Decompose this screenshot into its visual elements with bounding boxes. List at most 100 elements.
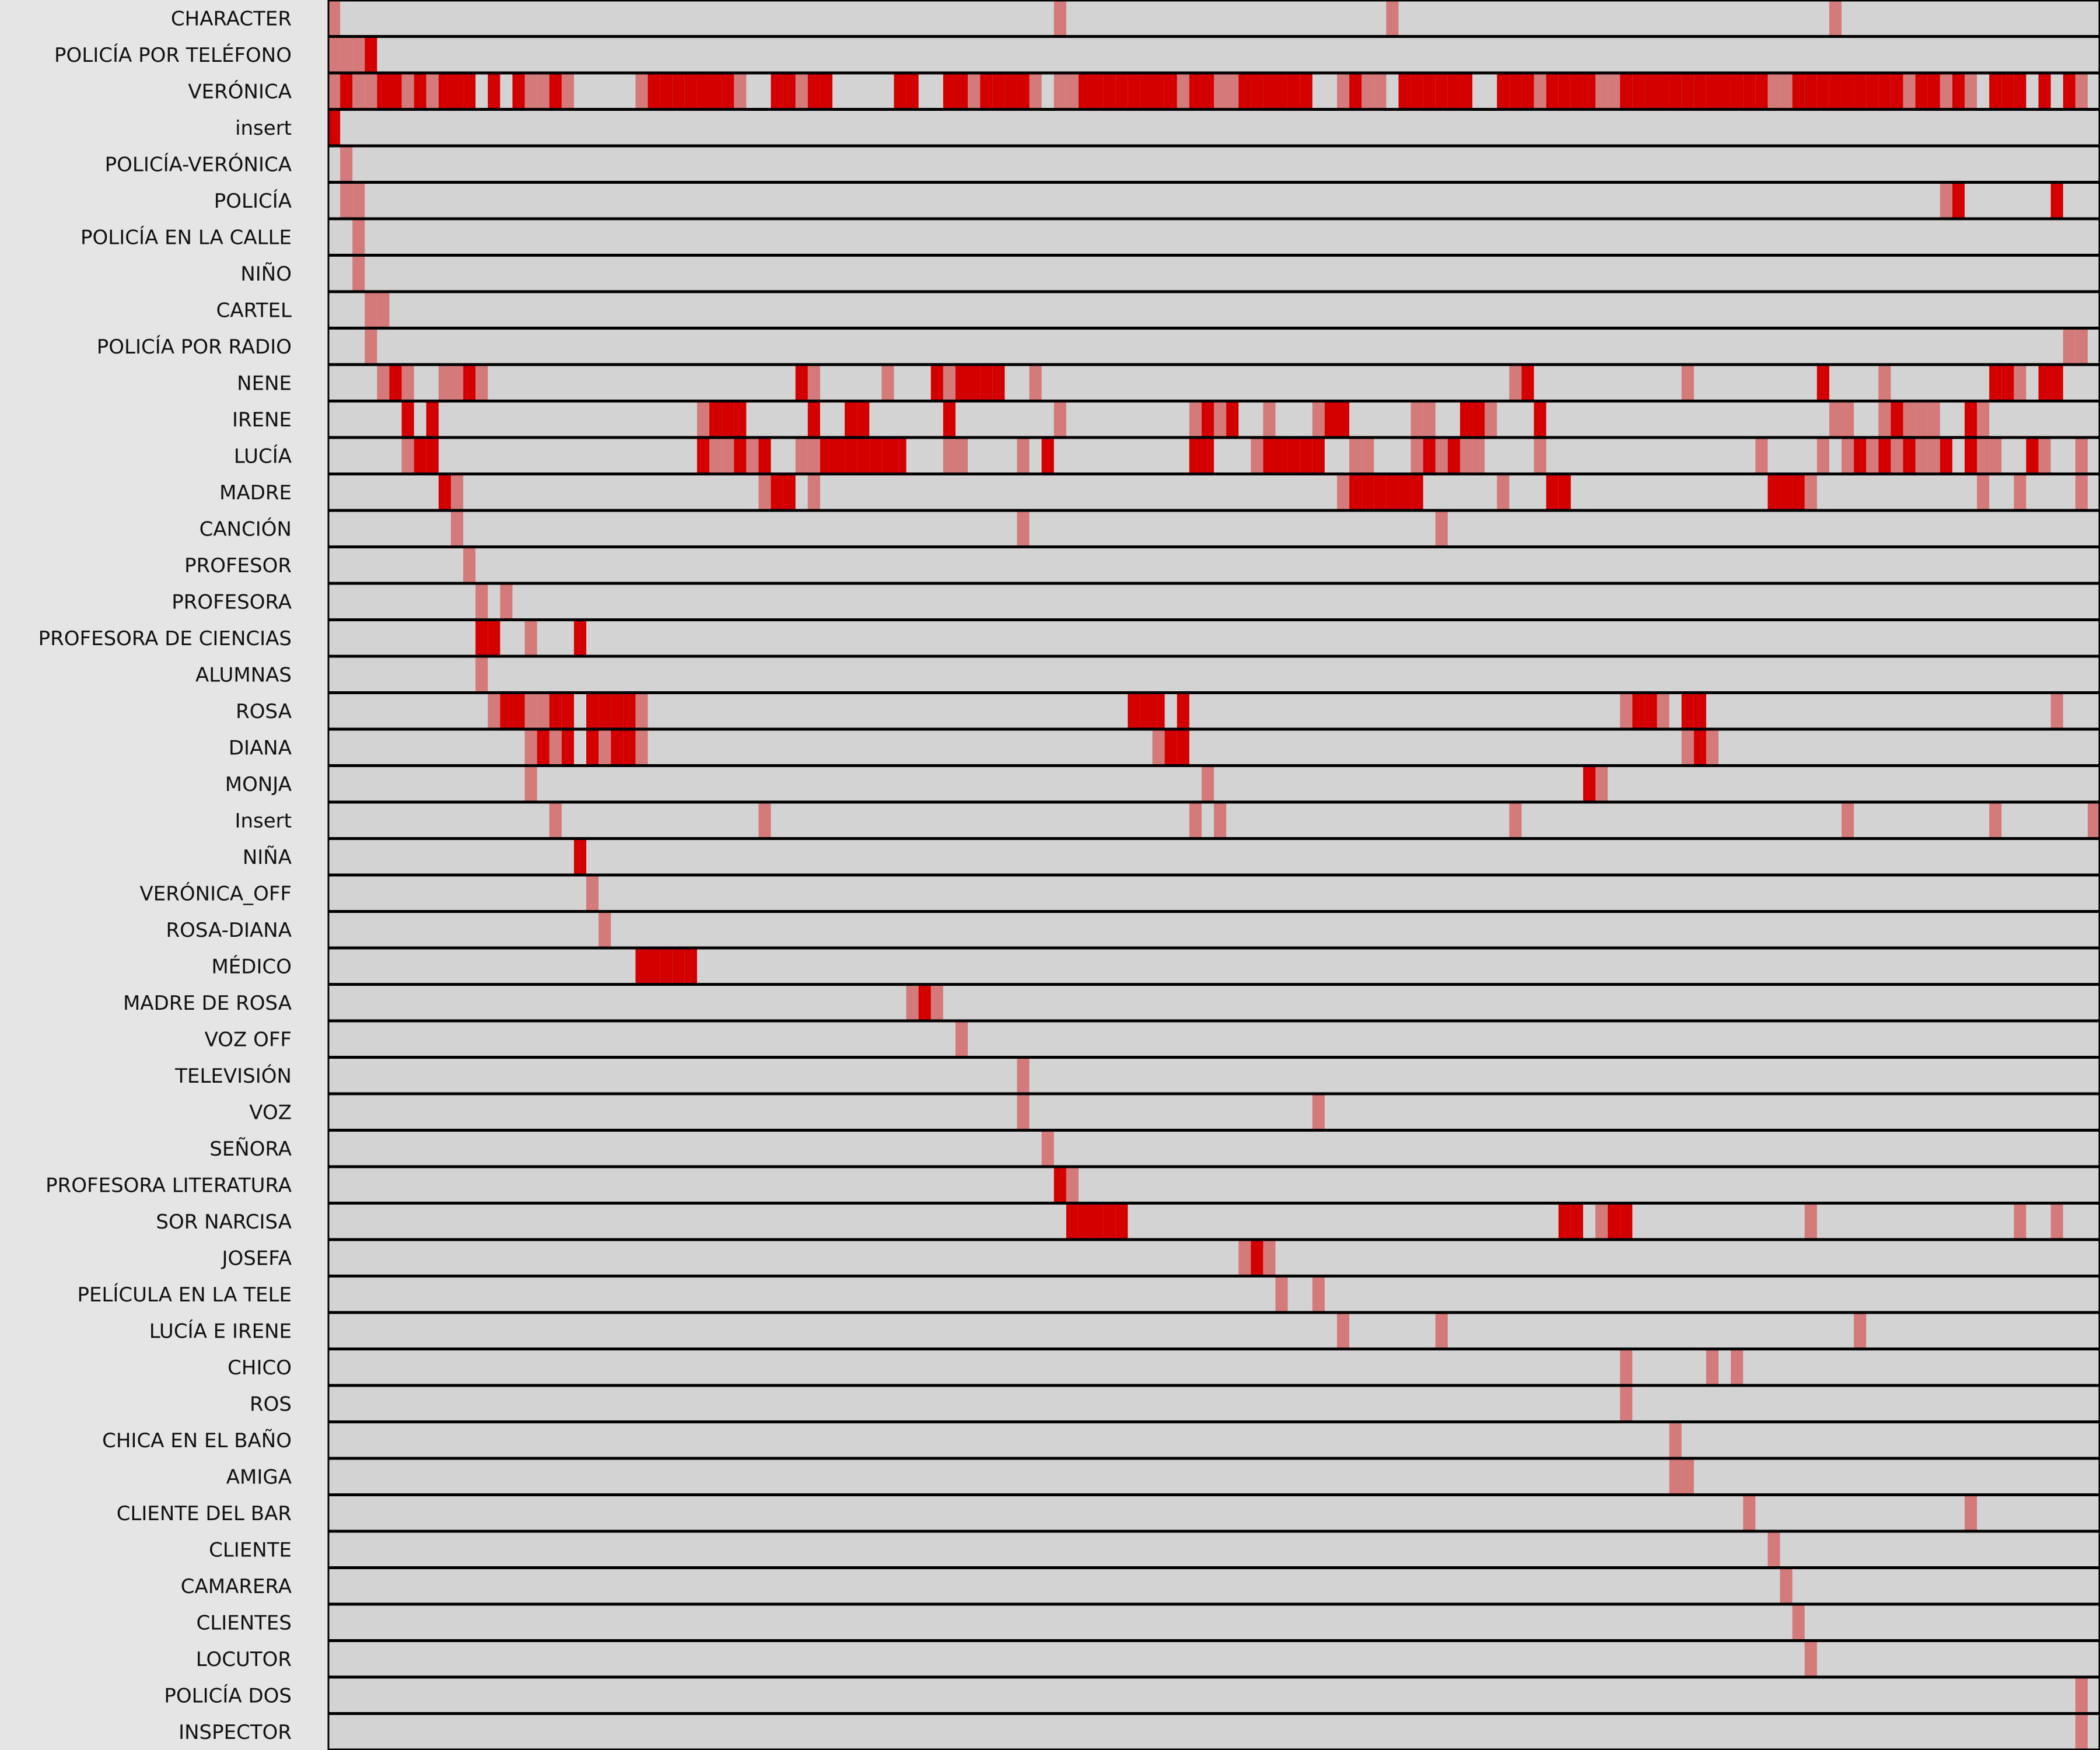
character-row: NIÑA — [243, 838, 2100, 876]
row-track — [328, 1422, 2100, 1458]
presence-cell — [1435, 511, 1448, 547]
presence-cell — [328, 1, 341, 36]
speaking-cell — [365, 37, 377, 72]
speaking-cell — [414, 74, 426, 109]
character-row: VERÓNICA_OFF — [140, 874, 2100, 912]
presence-cell — [1964, 1495, 1978, 1531]
speaking-cell — [1632, 693, 1645, 729]
speaking-cell — [1546, 474, 1559, 510]
row-label: MÉDICO — [211, 954, 292, 978]
presence-cell — [1669, 1422, 1682, 1458]
speaking-cell — [1115, 74, 1128, 109]
presence-cell — [1915, 438, 1928, 474]
speaking-cell — [1927, 74, 1940, 109]
presence-cell — [1780, 1568, 1793, 1604]
row-label: VERÓNICA_OFF — [140, 881, 292, 905]
speaking-cell — [648, 74, 660, 109]
speaking-cell — [549, 74, 562, 109]
presence-cell — [1829, 1, 1842, 36]
presence-cell — [1620, 1386, 1633, 1422]
presence-cell — [2075, 438, 2088, 474]
speaking-cell — [1681, 693, 1694, 729]
presence-cell — [1669, 1459, 1682, 1494]
row-label: POLICÍA POR RADIO — [97, 335, 292, 359]
presence-cell — [807, 438, 820, 474]
presence-cell — [549, 730, 562, 765]
speaking-cell — [1447, 438, 1460, 474]
presence-cell — [1768, 74, 1780, 109]
speaking-cell — [1152, 74, 1165, 109]
speaking-cell — [906, 74, 919, 109]
speaking-cell — [1078, 74, 1091, 109]
row-border — [327, 109, 2100, 146]
row-label: LOCUTOR — [196, 1648, 292, 1671]
presence-cell — [943, 365, 956, 401]
character-row: CARTEL — [216, 291, 2100, 328]
row-track — [328, 255, 2100, 292]
speaking-cell — [463, 74, 476, 109]
speaking-cell — [340, 74, 353, 109]
presence-cell — [1768, 1532, 1780, 1567]
speaking-cell — [401, 401, 414, 437]
row-track — [328, 1094, 2100, 1130]
presence-cell — [450, 474, 464, 510]
row-border — [327, 72, 2100, 110]
speaking-cell — [648, 949, 660, 984]
speaking-cell — [1201, 401, 1214, 437]
speaking-cell — [1362, 474, 1374, 510]
speaking-cell — [598, 693, 611, 729]
speaking-cell — [1989, 365, 2002, 401]
speaking-cell — [475, 620, 488, 656]
speaking-cell — [1374, 474, 1387, 510]
row-label: NIÑO — [240, 262, 292, 286]
character-row: SEÑORA — [209, 1130, 2100, 1167]
row-border — [327, 1203, 2100, 1240]
speaking-cell — [1546, 74, 1559, 109]
character-row: LUCÍA — [234, 437, 2100, 474]
presence-cell — [758, 803, 771, 838]
speaking-cell — [426, 401, 439, 437]
presence-cell — [377, 292, 390, 328]
character-row: LUCÍA E IRENE — [149, 1312, 2100, 1349]
presence-cell — [696, 401, 710, 437]
speaking-cell — [930, 365, 943, 401]
speaking-cell — [1078, 1203, 1091, 1239]
speaking-cell — [450, 74, 464, 109]
presence-cell — [340, 183, 353, 218]
speaking-cell — [1940, 438, 1952, 474]
presence-cell — [635, 730, 648, 765]
presence-cell — [1681, 365, 1694, 401]
row-border — [327, 1349, 2100, 1386]
row-border — [327, 36, 2100, 74]
speaking-cell — [943, 401, 956, 437]
presence-cell — [1152, 730, 1165, 765]
presence-cell — [524, 766, 537, 802]
speaking-cell — [1300, 438, 1312, 474]
presence-cell — [1878, 401, 1891, 437]
row-label: POLICÍA — [214, 189, 292, 213]
presence-cell — [1681, 1459, 1694, 1494]
character-row: SOR NARCISA — [156, 1203, 2100, 1240]
row-border — [327, 218, 2100, 256]
presence-cell — [1841, 401, 1854, 437]
speaking-cell — [1558, 74, 1571, 109]
speaking-cell — [1201, 438, 1214, 474]
row-track — [328, 583, 2100, 620]
speaking-cell — [684, 949, 697, 984]
speaking-cell — [1841, 74, 1854, 109]
row-label: Insert — [235, 809, 292, 832]
presence-cell — [795, 74, 808, 109]
presence-cell — [500, 584, 513, 620]
presence-cell — [746, 438, 759, 474]
character-row: CHICA EN EL BAÑO — [102, 1422, 2100, 1459]
row-label: VOZ — [249, 1101, 292, 1124]
character-row: POLICÍA DOS — [164, 1676, 2100, 1714]
row-border — [327, 1312, 2100, 1349]
presence-cell — [2014, 1203, 2027, 1239]
speaking-cell — [561, 693, 574, 729]
row-border — [327, 729, 2100, 766]
speaking-cell — [1324, 401, 1337, 437]
speaking-cell — [1103, 1203, 1116, 1239]
presence-cell — [1275, 1276, 1288, 1312]
speaking-cell — [672, 74, 685, 109]
